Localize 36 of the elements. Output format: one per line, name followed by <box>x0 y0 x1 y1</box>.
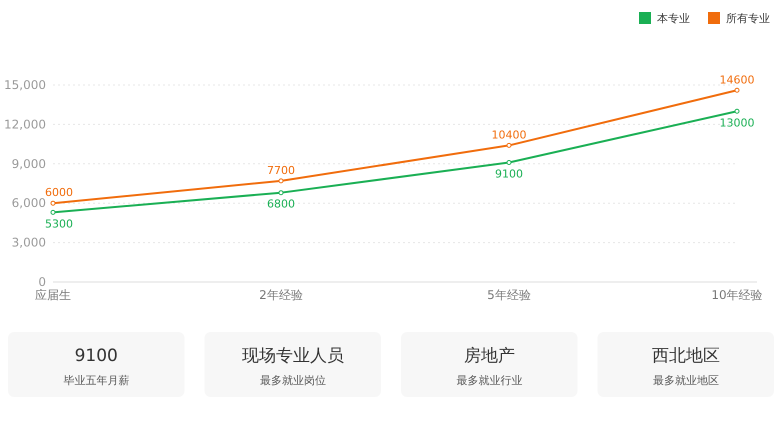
point <box>278 178 284 184</box>
text: 房地产 <box>464 346 515 366</box>
legend-label: 本专业 <box>657 12 690 25</box>
data-label: 6800 <box>267 198 295 211</box>
data-label: 5300 <box>45 217 73 230</box>
data-label: 13000 <box>720 116 754 130</box>
point <box>734 108 740 114</box>
point <box>734 88 740 93</box>
point <box>506 142 512 148</box>
x-tick-label: 2年经验 <box>259 288 303 302</box>
text: 现场专业人员 <box>242 346 344 366</box>
text: 最多就业岗位 <box>260 374 326 387</box>
data-label: 6000 <box>45 186 73 200</box>
y-tick-label: 9,000 <box>12 156 46 171</box>
y-tick-label: 0 <box>38 275 46 289</box>
y-tick-label: 12,000 <box>4 117 46 132</box>
x-tick-label: 10年经验 <box>711 288 763 302</box>
x-tick-label: 5年经验 <box>487 288 531 302</box>
text: 最多就业行业 <box>456 374 522 387</box>
point <box>278 190 284 196</box>
data-label: 10400 <box>492 128 526 142</box>
text: 毕业五年月薪 <box>63 374 130 387</box>
data-label: 9100 <box>495 167 523 180</box>
text: 9100 <box>74 346 118 366</box>
text: 最多就业地区 <box>652 374 719 387</box>
point <box>50 210 56 215</box>
point <box>50 200 56 206</box>
data-label: 14600 <box>720 73 754 86</box>
y-tick-label: 3,000 <box>12 236 46 250</box>
y-tick-label: 15,000 <box>4 78 46 92</box>
data-label: 7700 <box>267 164 295 177</box>
x-tick-label: 应届生 <box>35 288 71 302</box>
text: 西北地区 <box>652 346 720 366</box>
y-tick-label: 6,000 <box>12 196 46 210</box>
legend-label: 所有专业 <box>726 12 770 25</box>
point <box>506 160 512 165</box>
